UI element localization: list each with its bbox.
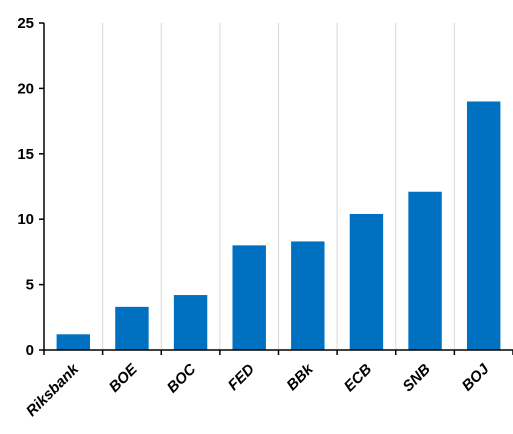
x-tick-label-boj: BOJ — [459, 360, 493, 394]
bar-riksbank — [56, 334, 91, 350]
y-tick-label: 5 — [26, 277, 34, 294]
x-tick-label-fed: FED — [225, 361, 258, 394]
x-tick-label-ecb: ECB — [341, 361, 376, 396]
bar-bbk — [291, 241, 325, 350]
y-tick-label: 20 — [17, 80, 34, 97]
y-tick-label: 10 — [17, 211, 34, 228]
bars — [56, 101, 501, 350]
bar-boj — [466, 101, 501, 350]
y-tick-label: 0 — [26, 342, 34, 359]
x-tick-label-riksbank: Riksbank — [23, 360, 83, 420]
y-tick-label: 15 — [17, 146, 34, 163]
bar-fed — [232, 245, 266, 350]
gridlines — [102, 23, 455, 350]
bar-boc — [173, 295, 208, 350]
x-tick-label-boe: BOE — [106, 360, 142, 396]
x-tick-label-snb: SNB — [399, 361, 434, 396]
axes — [39, 22, 513, 355]
x-tick-label-boc: BOC — [164, 360, 200, 396]
x-tick-label-bbk: BBk — [283, 360, 317, 394]
y-tick-labels: 0 5 10 15 20 25 — [17, 15, 34, 359]
bar-snb — [408, 191, 442, 350]
bar-boe — [115, 306, 149, 350]
bar-ecb — [349, 213, 384, 350]
y-tick-label: 25 — [17, 15, 34, 32]
x-tick-labels: Riksbank BOE BOC FED BBk ECB SNB BOJ — [23, 360, 493, 420]
